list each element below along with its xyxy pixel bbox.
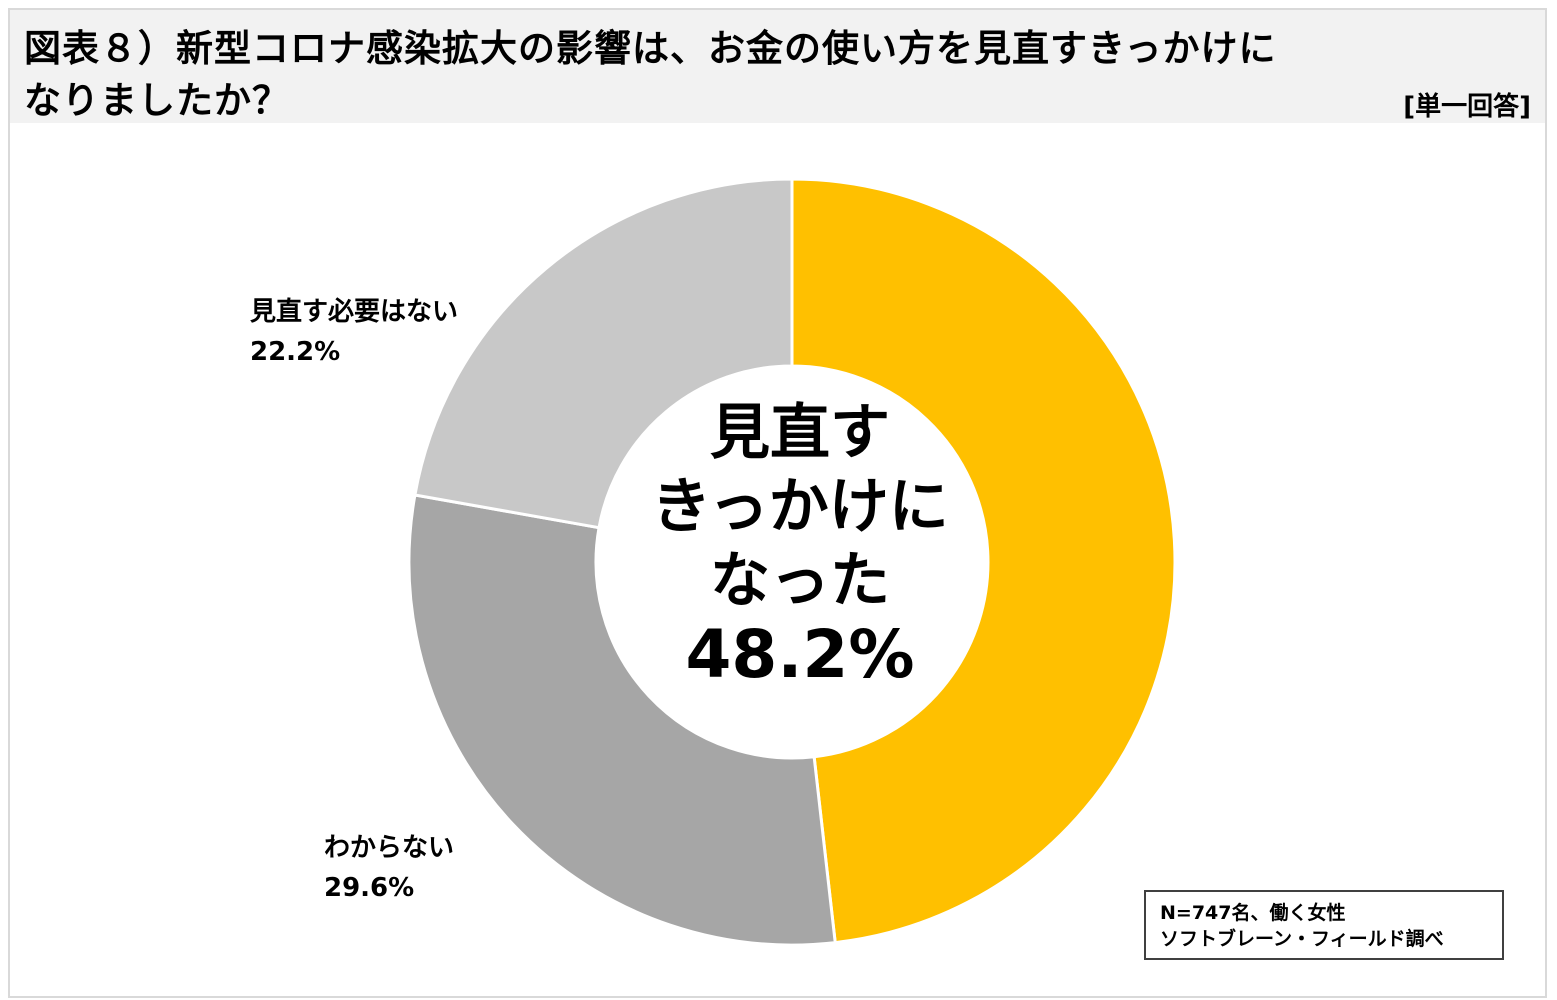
chart-title-line-2: なりましたか？	[24, 79, 290, 122]
slice-label-unknown-value: 29.6%	[324, 873, 415, 903]
slice-label-unknown-name: わからない	[324, 833, 455, 863]
center-label-line-1: 見直す	[710, 398, 890, 468]
donut-slice-2	[413, 177, 794, 530]
source-note-credit: ソフトブレーン・フィールド調べ	[1160, 928, 1444, 950]
chart-frame: 図表８）新型コロナ感染拡大の影響は、お金の使い方を見直すきっかけに なりましたか…	[8, 8, 1547, 998]
slice-label-no-need-name: 見直す必要はない	[250, 297, 459, 327]
donut-slice-1	[407, 493, 837, 947]
center-label-line-2: きっかけに	[651, 472, 949, 542]
slice-label-no-need: 見直す必要はない 22.2%	[250, 292, 458, 372]
donut-center-label: 見直す きっかけに なった 48.2%	[600, 396, 1000, 692]
source-note-box: N=747名、働く女性 ソフトブレーン・フィールド調べ	[1144, 890, 1504, 960]
answer-type-label: [単一回答]	[1403, 92, 1531, 122]
chart-title-line-1: 図表８）新型コロナ感染拡大の影響は、お金の使い方を見直すきっかけに	[24, 27, 1277, 70]
center-label-line-3: なった	[710, 546, 890, 616]
center-label-percentage: 48.2%	[685, 616, 915, 693]
chart-header: 図表８）新型コロナ感染拡大の影響は、お金の使い方を見直すきっかけに なりましたか…	[10, 10, 1545, 123]
source-note-sample: N=747名、働く女性	[1160, 902, 1346, 924]
donut-chart	[407, 177, 1177, 947]
slice-label-unknown: わからない 29.6%	[324, 828, 454, 908]
donut-slice-0	[790, 177, 1177, 945]
slice-label-no-need-value: 22.2%	[250, 337, 341, 367]
